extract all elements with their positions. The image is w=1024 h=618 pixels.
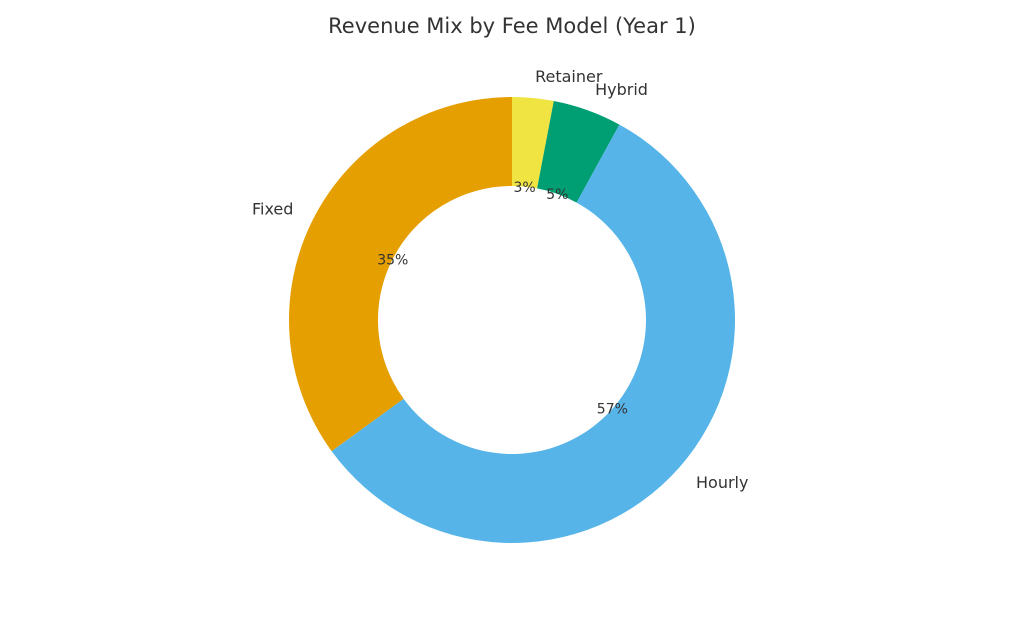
- percent-label-hourly: 57%: [597, 401, 628, 417]
- slice-label-fixed: Fixed: [252, 200, 293, 219]
- chart-title: Revenue Mix by Fee Model (Year 1): [328, 14, 696, 38]
- slice-label-hourly: Hourly: [696, 473, 748, 492]
- percent-label-fixed: 35%: [377, 252, 408, 268]
- percent-label-retainer: 3%: [513, 180, 535, 196]
- slice-label-hybrid: Hybrid: [595, 80, 648, 99]
- slice-retainer: [512, 97, 554, 189]
- slice-fixed: [288, 96, 512, 452]
- slice-label-retainer: Retainer: [535, 67, 603, 86]
- slice-hybrid: [537, 100, 620, 203]
- percent-label-hybrid: 5%: [546, 187, 568, 203]
- slice-hourly: [331, 124, 735, 543]
